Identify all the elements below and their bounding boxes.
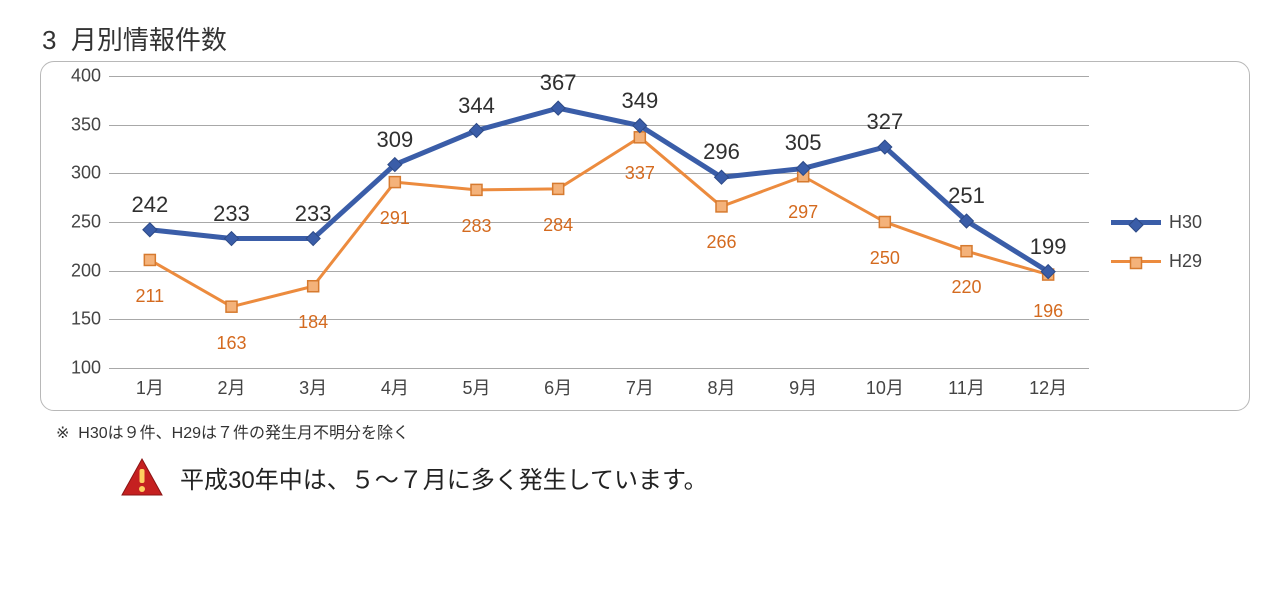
y-tick-label: 150 [71, 309, 109, 330]
data-label-H30: 344 [458, 93, 495, 119]
series-marker-H30 [551, 101, 565, 115]
section-number: 3 [42, 25, 56, 55]
series-line-H29 [150, 137, 1048, 306]
series-marker-H29 [471, 184, 482, 195]
x-tick-label: 3月 [299, 368, 327, 400]
y-tick-label: 350 [71, 114, 109, 135]
chart-frame: 100 150 200 250 300 350 400 1月 2月 3月 4月 5月 6月 7月 8月 9月 1… [40, 61, 1250, 411]
plot-area: 1001502002503003504001月2月3月4月5月6月7月8月9月1… [109, 76, 1089, 368]
x-tick-label: 1月 [136, 368, 164, 400]
data-label-H30: 305 [785, 130, 822, 156]
data-label-H29: 337 [625, 163, 655, 184]
data-label-H30: 367 [540, 70, 577, 96]
series-marker-H30 [143, 223, 157, 237]
legend-entry-H29: H29 [1111, 251, 1202, 272]
x-tick-label: 7月 [626, 368, 654, 400]
data-label-H29: 266 [706, 232, 736, 253]
x-tick-label: 11月 [948, 368, 985, 400]
x-tick-label: 2月 [217, 368, 245, 400]
y-tick-label: 400 [71, 66, 109, 87]
data-label-H29: 284 [543, 215, 573, 236]
series-marker-H29 [553, 183, 564, 194]
x-tick-label: 6月 [544, 368, 572, 400]
x-tick-label: 10月 [866, 368, 904, 400]
legend-label: H30 [1169, 212, 1202, 233]
y-tick-label: 100 [71, 358, 109, 379]
x-tick-label: 12月 [1029, 368, 1067, 400]
series-marker-H29 [961, 246, 972, 257]
chart-footnote: ※ H30は９件、H29は７件の発生月不明分を除く [56, 419, 1250, 443]
chart-svg [109, 76, 1089, 368]
series-marker-H29 [308, 281, 319, 292]
data-label-H30: 251 [948, 183, 985, 209]
data-label-H29: 220 [951, 277, 981, 298]
legend-swatch [1111, 260, 1161, 263]
legend-label: H29 [1169, 251, 1202, 272]
data-label-H29: 297 [788, 202, 818, 223]
data-label-H29: 291 [380, 208, 410, 229]
footnote-prefix: ※ [56, 425, 69, 442]
data-label-H29: 184 [298, 312, 328, 333]
y-tick-label: 250 [71, 212, 109, 233]
x-tick-label: 4月 [381, 368, 409, 400]
series-marker-H29 [879, 217, 890, 228]
section-title-text: 月別情報件数 [71, 25, 227, 55]
data-label-H29: 250 [870, 248, 900, 269]
page-root: 3 月別情報件数 100 150 200 250 300 350 400 1月 2月 3月 4月 5月… [0, 0, 1280, 590]
series-marker-H29 [634, 132, 645, 143]
data-label-H30: 349 [621, 88, 658, 114]
y-tick-label: 200 [71, 260, 109, 281]
data-label-H30: 296 [703, 139, 740, 165]
data-label-H30: 309 [376, 127, 413, 153]
footnote-text: H30は９件、H29は７件の発生月不明分を除く [78, 425, 409, 442]
x-tick-label: 5月 [462, 368, 490, 400]
series-marker-H29 [226, 301, 237, 312]
x-tick-label: 9月 [789, 368, 817, 400]
series-marker-H30 [470, 124, 484, 138]
data-label-H30: 242 [131, 192, 168, 218]
data-label-H29: 211 [135, 286, 164, 307]
data-label-H29: 196 [1033, 301, 1063, 322]
y-tick-label: 300 [71, 163, 109, 184]
legend-swatch [1111, 220, 1161, 225]
data-label-H29: 283 [461, 216, 491, 237]
data-label-H30: 233 [213, 201, 250, 227]
alert-triangle-icon [120, 457, 164, 497]
chart-legend: H30 H29 [1111, 212, 1202, 290]
data-label-H30: 327 [866, 109, 903, 135]
gridline [109, 368, 1089, 369]
series-marker-H30 [225, 232, 239, 246]
series-marker-H29 [144, 254, 155, 265]
series-marker-H29 [716, 201, 727, 212]
section-title: 3 月別情報件数 [42, 20, 1250, 57]
legend-entry-H30: H30 [1111, 212, 1202, 233]
series-line-H30 [150, 108, 1048, 272]
data-label-H30: 233 [295, 201, 332, 227]
highlight-row: 平成30年中は、５～７月に多く発生しています。 [120, 457, 1250, 497]
series-marker-H29 [389, 177, 400, 188]
data-label-H30: 199 [1030, 234, 1067, 260]
data-label-H29: 163 [216, 333, 246, 354]
x-tick-label: 8月 [707, 368, 735, 400]
highlight-text: 平成30年中は、５～７月に多く発生しています。 [180, 460, 708, 495]
